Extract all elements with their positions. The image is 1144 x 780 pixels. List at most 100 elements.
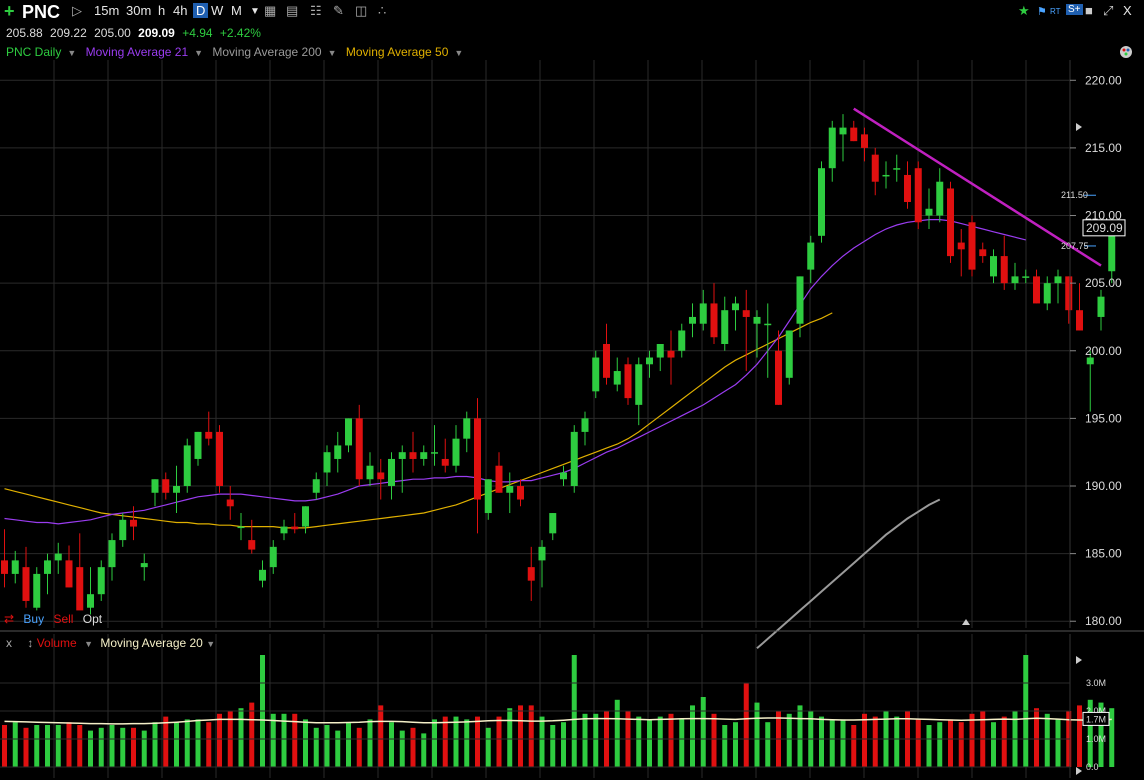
quote-last: 209.09 bbox=[138, 26, 175, 40]
candle-body bbox=[828, 127, 836, 169]
candle-body bbox=[1076, 310, 1083, 331]
volume-tick-label: 1.0M bbox=[1086, 734, 1106, 744]
share-icon[interactable]: ∴ bbox=[378, 3, 387, 18]
volume-bar bbox=[45, 725, 50, 767]
volume-bar bbox=[378, 705, 384, 767]
layers-icon[interactable]: ◫ bbox=[355, 3, 368, 18]
volume-close-button[interactable]: x bbox=[6, 636, 12, 650]
dropdown-icon[interactable]: ▼ bbox=[454, 48, 464, 58]
speaker-icon[interactable]: ▷ bbox=[72, 3, 82, 18]
dropdown-icon[interactable]: ▼ bbox=[206, 639, 216, 649]
candle-body bbox=[108, 540, 116, 568]
volume-bar bbox=[66, 722, 72, 767]
trade-icon[interactable]: ⇄ bbox=[4, 612, 15, 626]
volume-bar bbox=[270, 713, 276, 767]
dropdown-icon[interactable]: ▼ bbox=[67, 48, 77, 58]
volume-bar bbox=[475, 716, 480, 767]
timeframe-h[interactable]: h bbox=[158, 3, 166, 18]
quote-change-pct: +2.42% bbox=[219, 26, 261, 40]
volume-bar bbox=[292, 713, 298, 767]
rt-label[interactable]: RT bbox=[1050, 7, 1061, 16]
volume-bar bbox=[582, 713, 588, 767]
candle-body bbox=[398, 452, 406, 459]
volume-bar bbox=[174, 722, 179, 767]
symbol-name[interactable]: PNC bbox=[22, 2, 61, 22]
legend-price-series[interactable]: PNC Daily bbox=[6, 45, 62, 59]
volume-bar bbox=[206, 722, 212, 767]
volume-drag-icon[interactable]: ↕ bbox=[27, 636, 34, 650]
volume-bar bbox=[539, 716, 545, 767]
volume-bar bbox=[657, 716, 663, 767]
close-button[interactable]: X bbox=[1123, 3, 1132, 18]
volume-bar bbox=[969, 713, 975, 767]
legend-ma21[interactable]: Moving Average 21 bbox=[85, 45, 189, 59]
volume-bar bbox=[356, 727, 362, 767]
dropdown-icon[interactable]: ▼ bbox=[327, 48, 337, 58]
dropdown-icon[interactable]: ▼ bbox=[194, 48, 204, 58]
expand-icon[interactable]: ⤢ bbox=[1103, 3, 1114, 18]
order-buttons: ⇄ Buy Sell Opt bbox=[4, 612, 102, 626]
dropdown-icon[interactable]: ▼ bbox=[84, 639, 93, 649]
candle-body bbox=[312, 479, 320, 493]
legend-ma50[interactable]: Moving Average 50 bbox=[345, 45, 449, 59]
candle-body bbox=[549, 513, 557, 534]
candle-body bbox=[474, 418, 481, 500]
candle-body bbox=[990, 256, 997, 277]
sell-button[interactable]: Sell bbox=[53, 612, 74, 626]
ma21-line bbox=[4, 219, 1026, 525]
volume-bar bbox=[786, 713, 792, 767]
timeframe-30m[interactable]: 30m bbox=[126, 3, 152, 18]
chart-type-icon[interactable]: ▦ bbox=[264, 3, 277, 18]
timeframe-m[interactable]: M bbox=[231, 3, 242, 18]
palette-icon[interactable] bbox=[1120, 46, 1132, 58]
volume-bar bbox=[98, 727, 104, 767]
star-icon[interactable]: ★ bbox=[1018, 3, 1030, 18]
candle-body bbox=[54, 553, 62, 561]
scroll-up-icon bbox=[962, 619, 970, 625]
timeframe-dropdown-icon[interactable]: ▼ bbox=[250, 6, 260, 17]
candle-body bbox=[914, 168, 922, 223]
volume-bar bbox=[217, 713, 222, 767]
candle-body bbox=[678, 330, 686, 351]
candle-body bbox=[925, 208, 933, 216]
candle-body bbox=[807, 242, 815, 270]
volume-ma-label[interactable]: Moving Average 20 bbox=[100, 636, 203, 650]
indicator-icon[interactable]: ☷ bbox=[310, 3, 322, 18]
candle-body bbox=[140, 563, 148, 568]
volume-bar bbox=[131, 727, 136, 767]
splus-icon[interactable]: S+ bbox=[1066, 4, 1083, 15]
price-tick-label: 210.00 bbox=[1085, 209, 1122, 223]
grid-icon[interactable]: ▤ bbox=[286, 3, 299, 18]
candle-body bbox=[119, 519, 127, 541]
pencil-icon[interactable]: ✎ bbox=[333, 3, 344, 18]
ma200-line bbox=[756, 498, 941, 650]
trendline bbox=[853, 107, 1102, 267]
volume-bar bbox=[948, 719, 953, 767]
candle-body bbox=[44, 560, 51, 574]
flag-icon[interactable]: ⚑ bbox=[1037, 6, 1047, 18]
add-symbol-icon[interactable]: + bbox=[4, 1, 15, 21]
buy-button[interactable]: Buy bbox=[23, 612, 45, 626]
candle-body bbox=[861, 134, 868, 148]
legend-ma200[interactable]: Moving Average 200 bbox=[212, 45, 322, 59]
volume-label[interactable]: Volume bbox=[36, 636, 77, 650]
timeframe-d[interactable]: D bbox=[193, 3, 209, 18]
volume-bar bbox=[1087, 699, 1093, 767]
grid bbox=[0, 60, 1070, 778]
scroll-arrow-icon bbox=[1076, 123, 1082, 131]
timeframe-w[interactable]: W bbox=[211, 3, 224, 18]
volume-bar bbox=[819, 716, 824, 767]
candle-body bbox=[237, 526, 245, 529]
save-icon[interactable]: ■ bbox=[1085, 3, 1093, 18]
volume-bar bbox=[1077, 705, 1082, 767]
quote-bar: 205.88 209.22 205.00 209.09 +4.94 +2.42% bbox=[6, 26, 265, 40]
timeframe-4h[interactable]: 4h bbox=[173, 3, 188, 18]
opt-button[interactable]: Opt bbox=[82, 612, 103, 626]
volume-bar bbox=[1098, 702, 1104, 767]
timeframe-15m[interactable]: 15m bbox=[94, 3, 120, 18]
volume-bar bbox=[872, 716, 878, 767]
volume-bar bbox=[679, 719, 685, 767]
volume-bar bbox=[840, 719, 846, 767]
volume-bar bbox=[937, 722, 943, 767]
